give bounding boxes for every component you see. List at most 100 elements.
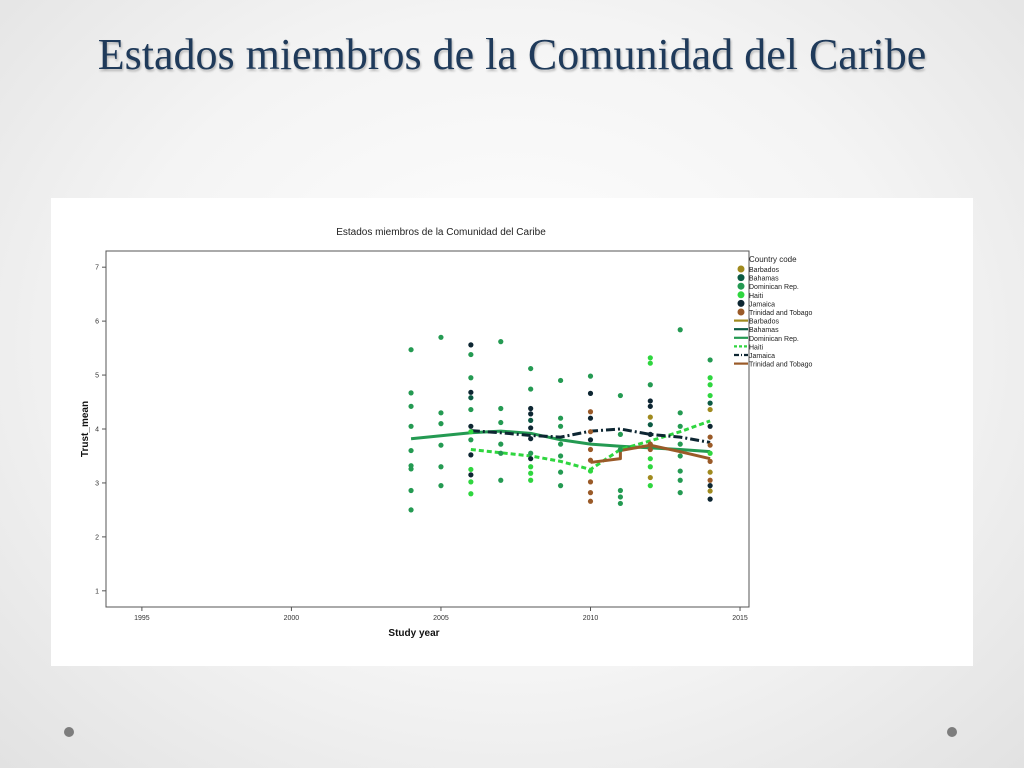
point-bahamas-78 <box>647 422 653 428</box>
point-jamaica-55 <box>587 390 594 396</box>
y-tick-label-3: 3 <box>95 480 99 487</box>
point-dominican-rep-12 <box>438 442 444 448</box>
point-haiti-73 <box>647 360 653 366</box>
point-haiti-22 <box>468 429 474 435</box>
point-trinidad-and-tobago-64 <box>587 490 594 496</box>
slide-title: Estados miembros de la Comunidad del Car… <box>97 30 927 79</box>
point-jamaica-40 <box>528 425 534 431</box>
legend-label-line-jamaica: Jamaica <box>749 353 775 360</box>
legend-label-line-dominican-rep: Dominican Rep. <box>749 336 799 343</box>
point-trinidad-and-tobago-63 <box>587 479 594 485</box>
legend-label-marker-trinidad-and-tobago: Trinidad and Tobago <box>749 310 813 317</box>
point-dominican-rep-71 <box>617 500 624 507</box>
point-dominican-rep-10 <box>438 410 444 416</box>
point-dominican-rep-69 <box>617 487 624 494</box>
point-trinidad-and-tobago-106 <box>707 477 713 483</box>
point-dominican-rep-23 <box>468 437 474 443</box>
legend-label-line-bahamas: Bahamas <box>749 327 779 334</box>
point-dominican-rep-9 <box>438 334 444 340</box>
point-haiti-27 <box>468 479 474 485</box>
point-dominican-rep-35 <box>528 365 534 372</box>
point-dominican-rep-66 <box>617 392 624 399</box>
point-jamaica-57 <box>587 415 594 421</box>
plot-frame <box>105 250 750 608</box>
y-tick-label-6: 6 <box>95 319 99 326</box>
point-dominican-rep-14 <box>438 483 444 489</box>
point-dominican-rep-93 <box>677 490 683 496</box>
point-jamaica-43 <box>528 456 534 462</box>
chart-title: Estados miembros de la Comunidad del Car… <box>336 227 546 238</box>
point-haiti-95 <box>707 375 713 381</box>
point-dominican-rep-94 <box>707 357 713 363</box>
point-barbados-108 <box>707 488 713 494</box>
legend-label-line-trinidad-and-tobago: Trinidad and Tobago <box>749 362 813 369</box>
point-dominican-rep-33 <box>498 450 504 456</box>
point-dominican-rep-88 <box>677 423 683 429</box>
legend-marker-haiti <box>737 291 745 299</box>
chart-panel: Estados miembros de la Comunidad del Car… <box>51 198 973 666</box>
point-dominican-rep-91 <box>677 468 683 474</box>
point-dominican-rep-2 <box>408 403 414 409</box>
point-jamaica-26 <box>468 472 474 478</box>
point-dominican-rep-53 <box>557 483 564 489</box>
y-axis-label: Trust_mean <box>80 401 91 457</box>
legend-marker-dominican-rep <box>737 282 745 290</box>
y-tick-label-5: 5 <box>95 373 99 380</box>
y-tick-label-2: 2 <box>95 534 99 541</box>
y-tick-label-7: 7 <box>95 265 99 272</box>
point-dominican-rep-20 <box>468 406 474 413</box>
point-dominican-rep-29 <box>498 339 504 345</box>
point-dominican-rep-0 <box>408 347 414 353</box>
point-trinidad-and-tobago-60 <box>587 446 594 453</box>
point-dominican-rep-52 <box>557 469 564 475</box>
point-jamaica-59 <box>587 437 594 443</box>
data-points <box>408 327 713 513</box>
point-trinidad-and-tobago-58 <box>587 429 594 435</box>
point-dominican-rep-1 <box>408 390 414 396</box>
point-jamaica-37 <box>528 405 534 412</box>
point-jamaica-24 <box>468 452 474 458</box>
x-axis-label: Study year <box>388 628 439 639</box>
y-tick-label-4: 4 <box>95 427 99 434</box>
point-dominican-rep-90 <box>677 453 683 459</box>
point-trinidad-and-tobago-81 <box>647 446 653 453</box>
point-trinidad-and-tobago-80 <box>647 441 653 447</box>
point-barbados-84 <box>647 474 653 481</box>
point-dominican-rep-50 <box>557 441 564 447</box>
point-barbados-99 <box>707 406 713 413</box>
point-haiti-97 <box>707 392 713 399</box>
point-haiti-96 <box>707 382 713 388</box>
point-trinidad-and-tobago-56 <box>587 409 594 415</box>
point-dominican-rep-49 <box>557 423 564 429</box>
trust-scatter-chart: Estados miembros de la Comunidad del Car… <box>80 227 813 639</box>
point-dominican-rep-74 <box>647 382 653 388</box>
point-dominican-rep-87 <box>677 410 683 416</box>
point-haiti-62 <box>587 468 594 474</box>
point-dominican-rep-86 <box>677 327 683 333</box>
point-dominican-rep-32 <box>498 441 504 447</box>
point-dominican-rep-42 <box>528 450 534 456</box>
point-trinidad-and-tobago-101 <box>707 434 713 440</box>
x-tick-label-2000: 2000 <box>284 615 300 622</box>
point-dominican-rep-30 <box>498 405 504 412</box>
point-jamaica-38 <box>528 411 534 417</box>
point-dominican-rep-13 <box>438 464 444 470</box>
point-haiti-25 <box>468 466 474 473</box>
legend-marker-trinidad-and-tobago <box>737 308 745 316</box>
point-haiti-72 <box>647 355 653 361</box>
point-dominican-rep-16 <box>468 351 474 358</box>
point-dominican-rep-68 <box>617 446 624 453</box>
point-dominican-rep-17 <box>468 375 474 381</box>
legend-marker-jamaica <box>737 299 745 307</box>
point-jamaica-18 <box>468 389 474 395</box>
point-dominican-rep-89 <box>677 441 683 447</box>
legend-label-marker-bahamas: Bahamas <box>749 276 779 283</box>
point-dominican-rep-3 <box>408 423 414 429</box>
point-jamaica-76 <box>647 403 653 409</box>
x-tick-label-2005: 2005 <box>433 615 449 622</box>
legend-marker-barbados <box>737 265 745 273</box>
point-trinidad-and-tobago-102 <box>707 442 713 448</box>
x-tick-label-2015: 2015 <box>732 615 748 622</box>
point-dominican-rep-31 <box>498 419 504 426</box>
